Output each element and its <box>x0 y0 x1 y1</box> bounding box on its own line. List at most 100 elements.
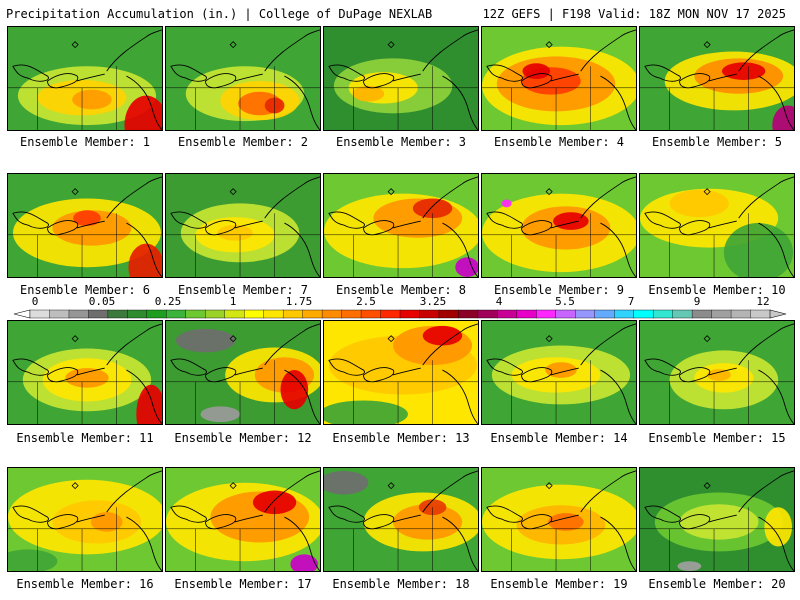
scale-swatch <box>477 309 499 319</box>
precipitation-field <box>640 321 794 424</box>
scale-tick-label: 0.25 <box>154 295 182 308</box>
basemap-outlines <box>640 29 794 130</box>
scale-swatch <box>127 309 148 319</box>
basemap-outlines <box>324 29 478 130</box>
scale-swatch <box>205 309 226 319</box>
scale-swatch <box>146 309 168 319</box>
ensemble-member-map <box>165 467 321 572</box>
ensemble-member-map <box>481 173 637 278</box>
precip-contour <box>136 384 162 424</box>
precip-contour <box>128 243 162 277</box>
scale-tick-label: 1.75 <box>285 295 313 308</box>
precipitation-field <box>324 174 478 277</box>
ensemble-member-map <box>7 467 163 572</box>
ensemble-member-label: Ensemble Member: 14 <box>490 431 628 445</box>
precip-contour <box>548 513 584 531</box>
precipitation-field <box>8 468 162 571</box>
scale-swatch <box>282 309 304 319</box>
scale-swatch <box>341 309 362 319</box>
scale-swatch <box>652 309 674 319</box>
precipitation-field <box>482 174 636 277</box>
scale-swatch <box>750 309 771 319</box>
precipitation-field <box>640 468 794 571</box>
precip-contour <box>217 225 253 241</box>
ensemble-member-label: Ensemble Member: 8 <box>335 283 467 297</box>
ensemble-member-label: Ensemble Member: 19 <box>490 577 628 591</box>
precip-contour <box>324 470 369 495</box>
precip-contour <box>200 406 241 423</box>
basemap-outlines <box>640 323 794 424</box>
basemap-outlines <box>482 323 636 424</box>
scale-swatch <box>166 309 187 319</box>
scale-swatch <box>185 309 206 319</box>
precip-contour <box>679 504 759 540</box>
ensemble-member-label: Ensemble Member: 16 <box>16 577 154 591</box>
scale-tick-label: 3.25 <box>419 295 447 308</box>
precipitation-field <box>640 174 794 277</box>
basemap-outlines <box>482 176 636 277</box>
precip-contour <box>352 85 385 102</box>
ensemble-member-map <box>639 26 795 131</box>
scale-swatch <box>691 309 713 319</box>
ensemble-member-map <box>323 467 479 572</box>
scale-swatch <box>29 309 51 319</box>
precip-contour <box>721 62 766 80</box>
basemap-outlines <box>482 470 636 571</box>
precipitation-field <box>166 27 320 130</box>
basemap-outlines <box>640 176 794 277</box>
basemap-outlines <box>324 176 478 277</box>
basemap-outlines <box>166 323 320 424</box>
ensemble-member-map <box>639 173 795 278</box>
basemap-outlines <box>166 470 320 571</box>
basemap-outlines <box>324 470 478 571</box>
basemap-outlines <box>8 470 162 571</box>
precipitation-field <box>482 468 636 571</box>
precip-contour <box>418 499 447 516</box>
ensemble-member-map <box>323 26 479 131</box>
precipitation-field <box>166 468 320 571</box>
color-scale-bar <box>13 309 787 319</box>
ensemble-member-map <box>481 26 637 131</box>
scale-swatch <box>438 309 460 319</box>
ensemble-member-label: Ensemble Member: 18 <box>332 577 470 591</box>
precip-contour <box>65 368 109 388</box>
precipitation-field <box>324 321 478 424</box>
precip-contour <box>72 89 112 110</box>
scale-tick-label: 4 <box>495 295 503 308</box>
precipitation-field <box>8 321 162 424</box>
scale-swatch <box>380 309 401 319</box>
precip-contour <box>501 199 512 208</box>
precip-contour <box>669 189 729 218</box>
ensemble-member-label: Ensemble Member: 11 <box>16 431 154 445</box>
ensemble-member-label: Ensemble Member: 7 <box>177 283 309 297</box>
ensemble-member-map <box>481 467 637 572</box>
ensemble-member-map <box>639 467 795 572</box>
ensemble-member-label: Ensemble Member: 15 <box>648 431 786 445</box>
precipitation-field <box>166 321 320 424</box>
basemap-outlines <box>166 176 320 277</box>
scale-swatch <box>244 309 265 319</box>
scale-swatch <box>224 309 245 319</box>
scale-swatch <box>633 309 654 319</box>
scale-swatch <box>594 309 615 319</box>
scale-swatch <box>302 309 323 319</box>
basemap-outlines <box>8 29 162 130</box>
scale-tick-label: 0.05 <box>88 295 116 308</box>
ensemble-member-map <box>7 173 163 278</box>
precip-contour <box>455 257 478 277</box>
ensemble-member-label: Ensemble Member: 9 <box>493 283 625 297</box>
scale-swatch <box>360 309 382 319</box>
scale-tick-label: 9 <box>693 295 701 308</box>
precip-contour <box>677 561 702 571</box>
ensemble-member-label: Ensemble Member: 3 <box>335 135 467 149</box>
precip-contour <box>73 210 101 226</box>
scale-swatch <box>730 309 752 319</box>
ensemble-member-map <box>165 26 321 131</box>
ensemble-member-label: Ensemble Member: 12 <box>174 431 312 445</box>
precip-contour <box>764 507 793 547</box>
scale-tick-label: 7 <box>627 295 635 308</box>
scale-swatch <box>49 309 70 319</box>
scale-swatch <box>711 309 732 319</box>
scale-swatch <box>68 309 90 319</box>
scale-swatch <box>497 309 518 319</box>
